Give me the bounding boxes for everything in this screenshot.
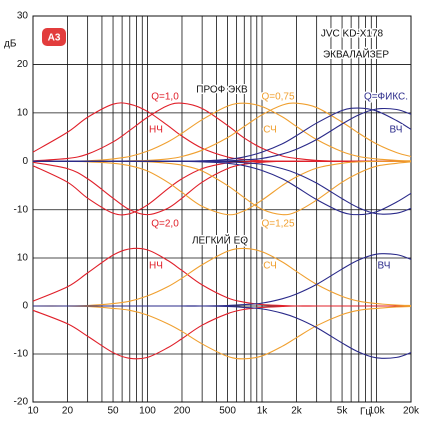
annotation: Q=0,75 bbox=[261, 92, 295, 103]
chart-subtitle: ЭКВАЛАЙЗЕР bbox=[323, 48, 389, 61]
x-tick-label: 20 bbox=[62, 406, 74, 417]
eq-curve bbox=[32, 305, 412, 360]
curves bbox=[32, 102, 412, 360]
y-tick-label: 10 bbox=[17, 108, 29, 119]
x-tick-label: 50 bbox=[107, 406, 119, 417]
x-tick-label: 200 bbox=[174, 406, 191, 417]
badge-label: A3 bbox=[48, 33, 61, 44]
eq-curve bbox=[33, 305, 412, 359]
x-tick-label: 10 bbox=[27, 406, 39, 417]
x-tick-label: 2k bbox=[291, 406, 303, 417]
x-tick-label: 100 bbox=[139, 406, 156, 417]
y-tick-label: 0 bbox=[22, 301, 28, 312]
annotation: Q=1,0 bbox=[151, 92, 179, 103]
annotation: НЧ bbox=[149, 125, 163, 136]
chart-title: JVC KD-X178 bbox=[321, 29, 384, 40]
annotation: ВЧ bbox=[390, 125, 403, 136]
annotation: ВЧ bbox=[378, 261, 391, 272]
x-tick-label: 5k bbox=[337, 406, 349, 417]
eq-curve bbox=[32, 160, 411, 216]
badge bbox=[42, 28, 66, 46]
annotation: ПРОФ ЭКВ bbox=[196, 85, 248, 96]
y-tick-label: -20 bbox=[14, 397, 29, 408]
y-tick-label: 10 bbox=[17, 253, 29, 264]
y-tick-label: 20 bbox=[17, 59, 29, 70]
x-tick-label: 10k bbox=[368, 406, 385, 417]
annotation: НЧ bbox=[149, 261, 163, 272]
y-tick-label: 0 bbox=[22, 156, 28, 167]
x-tick-label: 1k bbox=[257, 406, 269, 417]
annotation: Q=2,0 bbox=[151, 219, 179, 230]
x-axis-label: Гц bbox=[360, 407, 371, 418]
annotation: СЧ bbox=[263, 125, 277, 136]
eq-curve bbox=[32, 247, 412, 307]
y-tick-label: 30 bbox=[17, 11, 29, 22]
y-tick-label: -10 bbox=[14, 349, 29, 360]
annotation: ЛЕГКИЙ EQ bbox=[192, 234, 248, 247]
eq-curve bbox=[32, 102, 412, 162]
eq-curve bbox=[32, 160, 411, 216]
x-tick-label: 20k bbox=[403, 406, 420, 417]
y-tick-label: -10 bbox=[14, 204, 29, 215]
annotation: Q=ФИКС. bbox=[364, 92, 408, 103]
eq-curve bbox=[32, 305, 411, 360]
annotation: СЧ bbox=[263, 261, 277, 272]
x-tick-label: 500 bbox=[219, 406, 236, 417]
eq-curve bbox=[33, 160, 412, 216]
labels: 10 20 50 100 200 500 1k 2k 5k 10k 20k-100102030-20… bbox=[4, 11, 420, 418]
plot-frame bbox=[32, 15, 412, 403]
y-axis-label: дБ bbox=[4, 39, 17, 50]
annotation: Q=1,25 bbox=[261, 219, 295, 230]
